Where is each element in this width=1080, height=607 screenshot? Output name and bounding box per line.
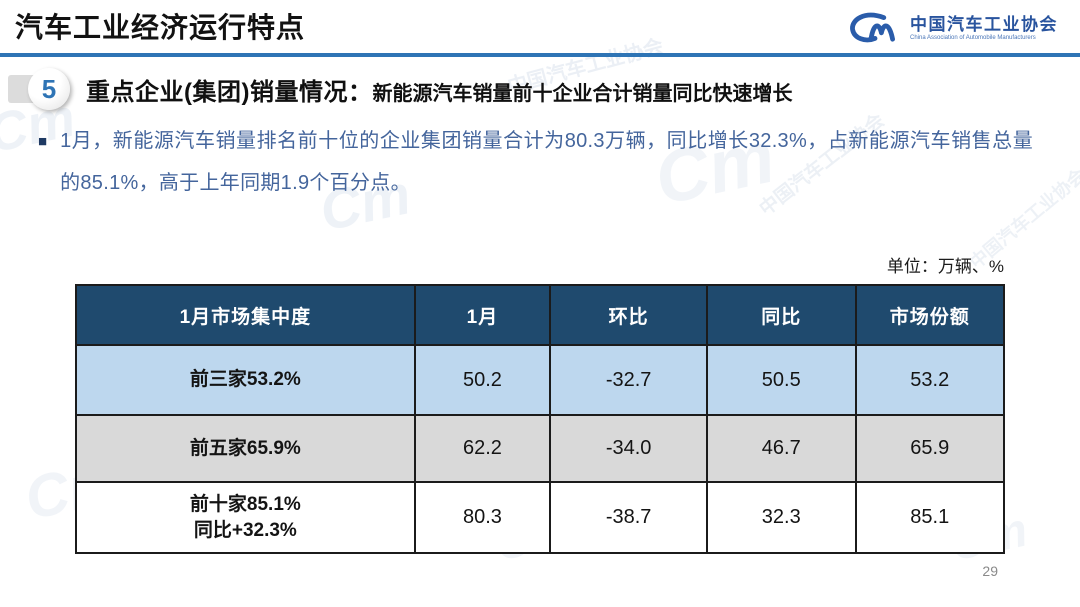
caam-logo-name-en: China Association of Automobile Manufact… — [910, 35, 1036, 41]
table-header-cell: 同比 — [706, 284, 857, 346]
table-cell: -34.0 — [549, 414, 709, 483]
table-header-cell: 1月 — [413, 284, 552, 346]
bullet-square-icon: ■ — [38, 133, 48, 150]
table-header-cell: 环比 — [549, 284, 709, 346]
table-header-cell: 市场份额 — [854, 284, 1005, 346]
table-cell: 46.7 — [706, 414, 857, 483]
table-row-label: 前五家65.9% — [75, 414, 416, 483]
bullet-item: ■ 1月，新能源汽车销量排名前十位的企业集团销量合计为80.3万辆，同比增长32… — [38, 121, 1033, 204]
table-cell: -38.7 — [549, 481, 709, 554]
table-header-cell: 1月市场集中度 — [75, 284, 416, 346]
table-unit-label: 单位：万辆、% — [886, 257, 1004, 276]
table-cell: 32.3 — [706, 481, 857, 554]
caam-logo-name-cn: 中国汽车工业协会 — [910, 15, 1058, 34]
bullet-text: 1月，新能源汽车销量排名前十位的企业集团销量合计为80.3万辆，同比增长32.3… — [60, 130, 1033, 194]
caam-logo: 中国汽车工业协会 China Association of Automobile… — [847, 11, 1058, 45]
caam-logo-icon — [850, 12, 895, 43]
table-cell: 50.2 — [413, 344, 552, 416]
table-row-label: 前十家85.1% 同比+32.3% — [75, 481, 416, 554]
table-cell: 50.5 — [706, 344, 857, 416]
section-title: 重点企业(集团)销量情况： — [86, 78, 373, 106]
table-row-label: 前三家53.2% — [75, 344, 416, 416]
table-row-label-line2: 同比+32.3% — [193, 519, 297, 541]
table-row: 前十家85.1% 同比+32.3% 80.3 -38.7 32.3 85.1 — [75, 481, 1005, 554]
table-row: 前五家65.9% 62.2 -34.0 46.7 65.9 — [75, 414, 1005, 483]
concentration-table: 1月市场集中度 1月 环比 同比 市场份额 前三家53.2% 50.2 -32.… — [75, 284, 1005, 554]
table-row-label-line1: 前十家85.1% — [189, 493, 301, 515]
section-number-badge: 5 — [28, 68, 70, 110]
table-cell: 53.2 — [854, 344, 1005, 416]
table-row: 前三家53.2% 50.2 -32.7 50.5 53.2 — [75, 344, 1005, 416]
section-heading: 5 重点企业(集团)销量情况：新能源汽车销量前十企业合计销量同比快速增长 — [0, 66, 1080, 112]
table-cell: 65.9 — [854, 414, 1005, 483]
table-cell: 80.3 — [413, 481, 552, 554]
table-cell: 62.2 — [413, 414, 552, 483]
table-header-row: 1月市场集中度 1月 环比 同比 市场份额 — [75, 284, 1005, 346]
section-subtitle: 新能源汽车销量前十企业合计销量同比快速增长 — [372, 82, 793, 105]
table-cell: -32.7 — [549, 344, 709, 416]
title-divider — [0, 53, 1080, 57]
page-title: 汽车工业经济运行特点 — [15, 12, 306, 43]
caam-logo-text: 中国汽车工业协会 China Association of Automobile… — [910, 15, 1058, 41]
table-cell: 85.1 — [854, 481, 1005, 554]
page-number: 29 — [982, 563, 998, 579]
